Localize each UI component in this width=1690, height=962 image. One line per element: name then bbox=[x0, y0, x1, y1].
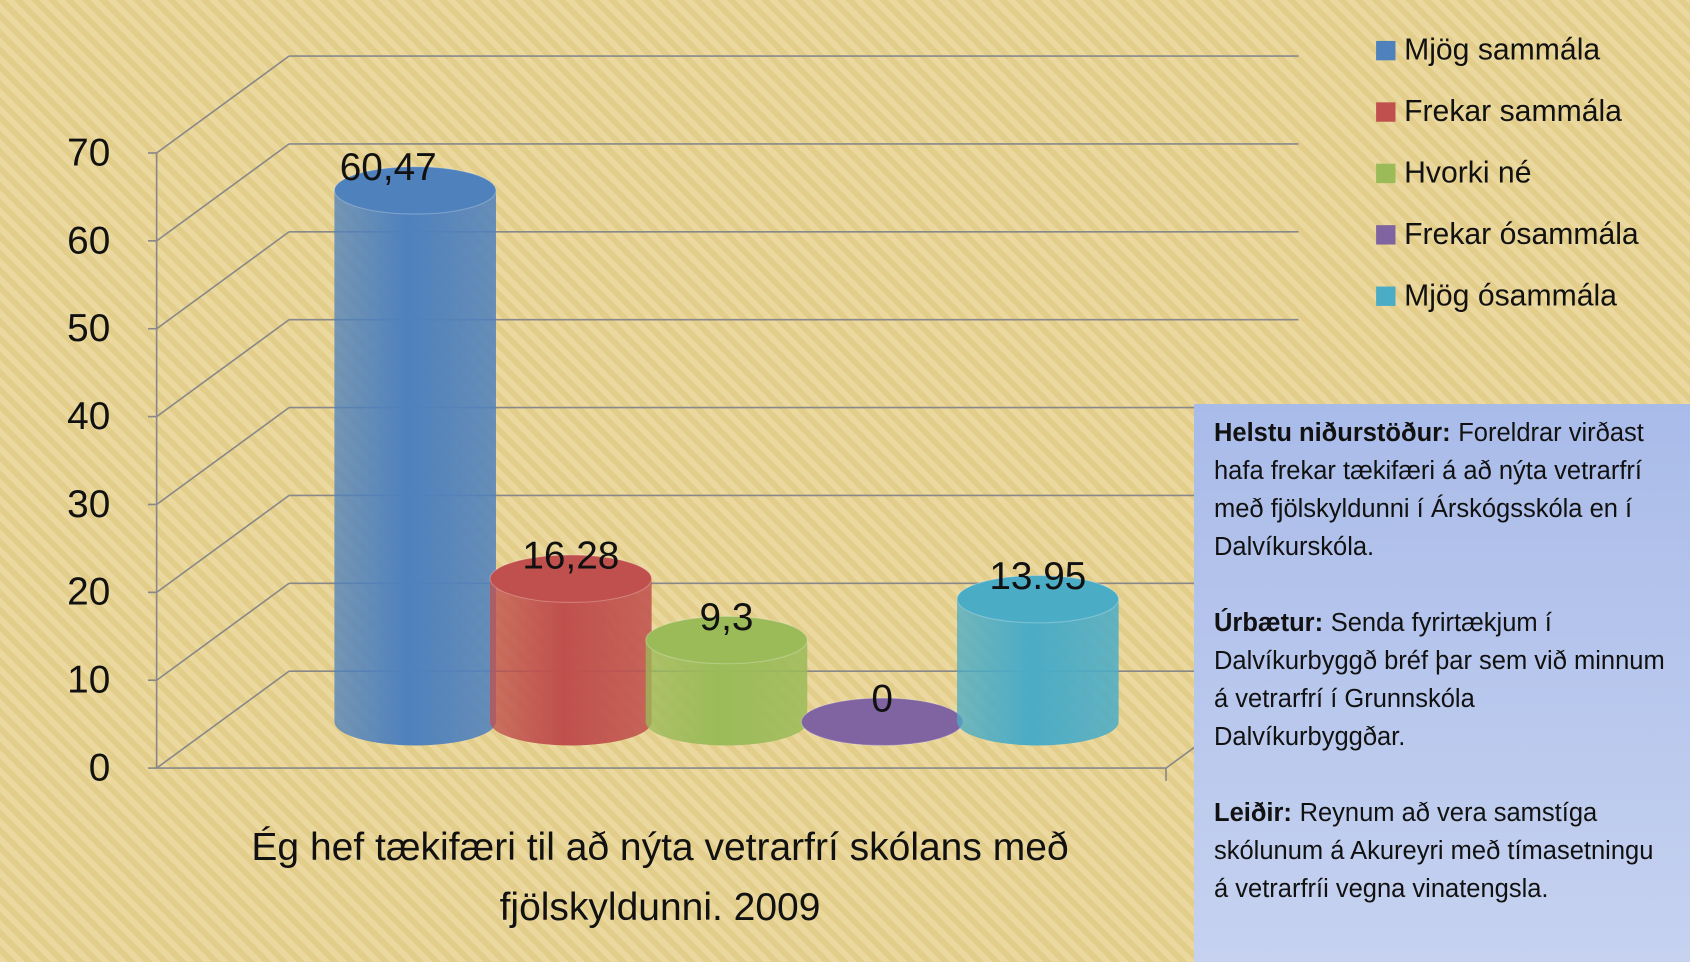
y-tick-label: 10 bbox=[67, 659, 110, 702]
grid-line bbox=[156, 55, 290, 154]
note-text: Reynum að vera samstíga skólunum á Akure… bbox=[1214, 799, 1654, 903]
y-tick-label: 60 bbox=[67, 219, 110, 262]
note-text: Senda fyrirtækjum í Dalvíkurbyggð bréf þ… bbox=[1214, 609, 1665, 751]
chart-title: Ég hef tækifæri til að nýta vetrarfrí sk… bbox=[251, 826, 1069, 929]
notes-box: Helstu niðurstöður: Foreldrar virðast haf… bbox=[1194, 404, 1690, 962]
cylinder-top bbox=[333, 166, 497, 215]
y-tick-label: 20 bbox=[67, 571, 110, 614]
legend-label: Hvorki né bbox=[1404, 156, 1531, 189]
data-label: 16,28 bbox=[522, 534, 619, 577]
legend-swatch bbox=[1376, 163, 1396, 184]
note: Úrbætur: Senda fyrirtækjum í Dalvíkurbygg… bbox=[1214, 604, 1670, 756]
y-tick-label: 0 bbox=[89, 746, 111, 789]
cylinder-body bbox=[490, 578, 652, 746]
data-label: 60,47 bbox=[340, 146, 437, 189]
legend-swatch bbox=[1376, 102, 1396, 122]
y-tick-label: 30 bbox=[67, 483, 110, 526]
note: Helstu niðurstöður: Foreldrar virðast haf… bbox=[1214, 414, 1670, 566]
note-text: Foreldrar virðast hafa frekar tækifæri á… bbox=[1214, 419, 1644, 561]
legend-label: Frekar sammála bbox=[1404, 95, 1622, 128]
cylinder-body bbox=[645, 640, 808, 746]
note: Leiðir: Reynum að vera samstíga skólunum … bbox=[1214, 794, 1670, 908]
data-label: 9,3 bbox=[700, 596, 754, 639]
marks: 60,47 16,28 9,3 0 13.95 bbox=[333, 146, 1120, 747]
cylinder-top bbox=[645, 615, 808, 665]
note-label: Helstu niðurstöður: bbox=[1214, 419, 1451, 447]
note-label: Leiðir: bbox=[1214, 799, 1292, 827]
note-label: Úrbætur: bbox=[1214, 609, 1324, 637]
data-label: 13.95 bbox=[989, 555, 1086, 598]
grid-line bbox=[156, 406, 290, 506]
cylinder-body bbox=[957, 599, 1119, 746]
grid-line bbox=[156, 582, 290, 681]
legend-swatch bbox=[1376, 225, 1396, 245]
legend-label: Mjög ósammála bbox=[1404, 279, 1617, 312]
cylinder-body bbox=[334, 190, 496, 746]
y-tick-label: 40 bbox=[67, 395, 110, 438]
legend-swatch bbox=[1376, 286, 1396, 306]
y-tick-label: 70 bbox=[67, 131, 110, 174]
grid-line bbox=[156, 231, 290, 330]
cylinder-top bbox=[956, 574, 1120, 624]
grid-line bbox=[156, 143, 290, 242]
cylinder-top bbox=[489, 554, 653, 603]
grid-line bbox=[156, 670, 290, 769]
y-tick-label: 50 bbox=[67, 307, 110, 350]
legend-label: Mjög sammála bbox=[1404, 34, 1600, 67]
data-label: 0 bbox=[871, 678, 893, 721]
grid-line bbox=[156, 494, 290, 593]
legend-swatch bbox=[1376, 40, 1396, 61]
grid-line bbox=[156, 318, 290, 418]
legend-label: Frekar ósammála bbox=[1404, 218, 1639, 251]
